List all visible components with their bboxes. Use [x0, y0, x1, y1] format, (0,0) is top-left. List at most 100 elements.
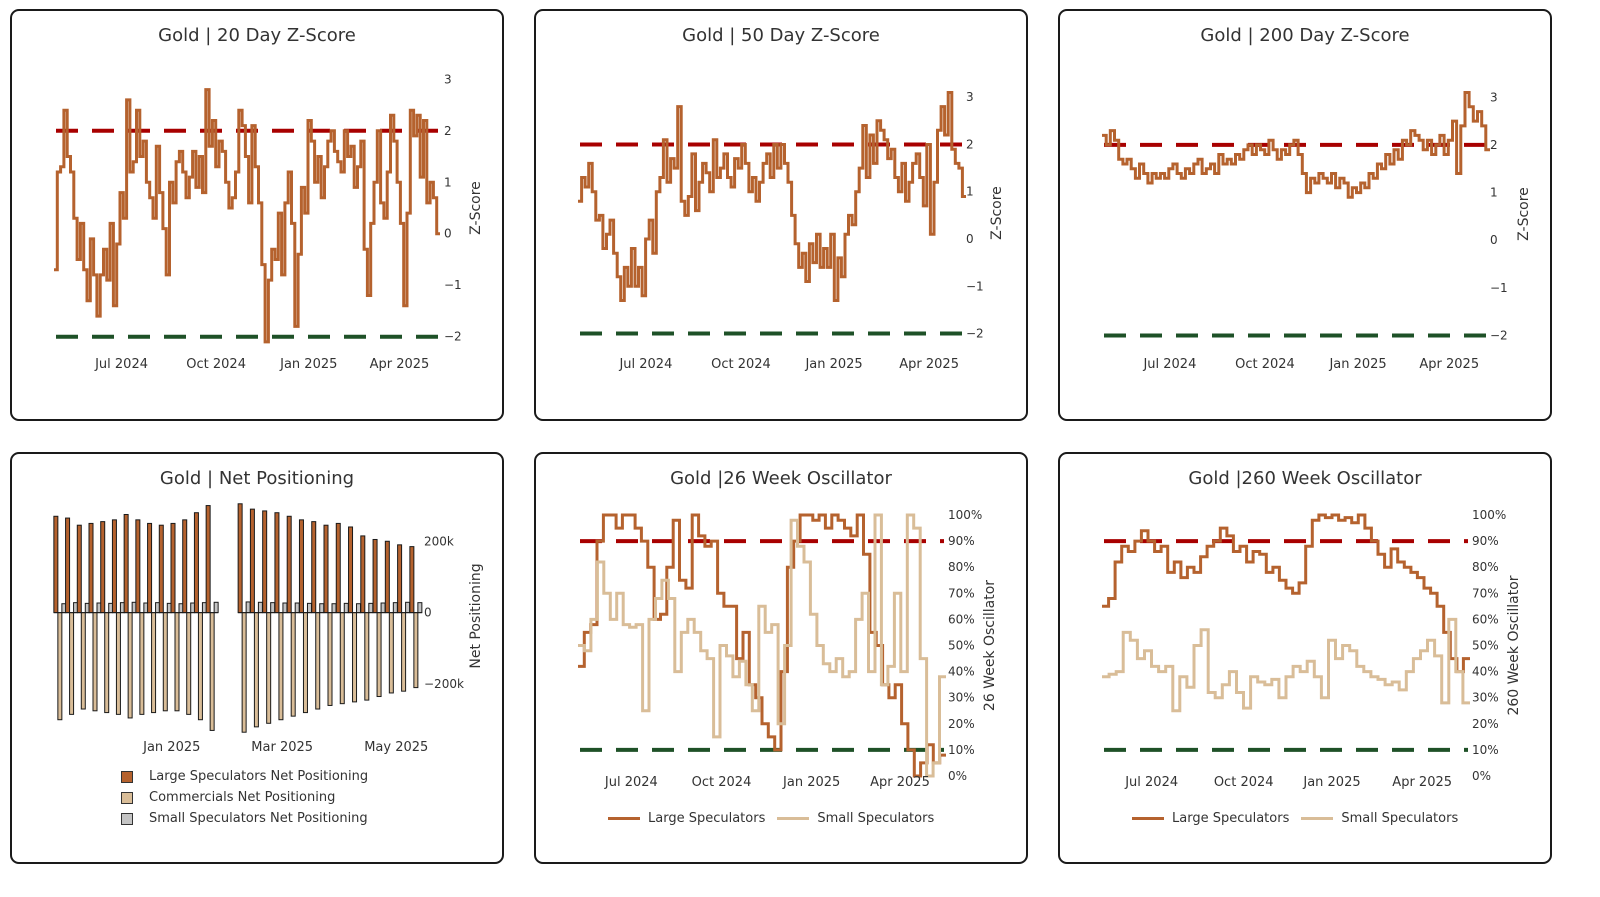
x-tick-label: Jul 2024: [618, 357, 672, 372]
x-tick-label: Jan 2025: [279, 357, 337, 372]
small-speculators-bar: [331, 603, 337, 614]
x-tick-label: Oct 2024: [186, 357, 246, 372]
large-speculators-bar: [372, 538, 378, 614]
y-tick-label: 200k: [424, 534, 454, 548]
commercials-bar: [241, 612, 247, 733]
x-tick-label: Oct 2024: [1214, 775, 1274, 790]
y-tick-label: 0: [424, 606, 432, 620]
y-tick-label: 1: [1490, 186, 1498, 200]
large-speculators-bar: [158, 524, 164, 614]
chart-title-net: Gold | Net Positioning: [159, 468, 355, 489]
y-tick-label: −1: [444, 278, 462, 292]
y-tick-label: 2: [444, 124, 452, 138]
commercials-bar: [315, 612, 321, 710]
large-speculators-bar: [182, 519, 188, 614]
y-tick-label: 50%: [948, 639, 975, 653]
y-axis-label: Net Positioning: [468, 563, 484, 668]
panel-osc260: Gold |260 Week Oscillator 100% 90% 80% 70% 6…: [1058, 452, 1552, 864]
large-speculators-bar: [123, 513, 129, 614]
y-tick-label: 90%: [948, 534, 975, 548]
commercials-bar: [162, 612, 168, 712]
small-speculators-bar: [294, 602, 300, 614]
x-tick-label: Jul 2024: [604, 775, 658, 790]
zscore-line: [578, 91, 966, 302]
small-speculators-bar: [356, 603, 362, 614]
large-speculators-bar: [384, 540, 390, 614]
large-speculators-bar: [298, 519, 304, 614]
large-speculators-bar: [360, 535, 366, 614]
commercials-bar: [253, 612, 259, 728]
legend-item-large: Large Speculators: [1132, 811, 1289, 826]
legend-label-large: Large Speculators: [648, 811, 766, 826]
large-speculators-bar: [170, 522, 176, 614]
legend-label-small: Small Speculators: [817, 811, 935, 826]
large-speculators-bar: [274, 512, 280, 614]
y-tick-label: 100%: [1472, 508, 1506, 522]
large-speculators-bar: [65, 517, 71, 614]
chart-z20: 3 2 1 0 −1 −2 Jul 2024 Oct 2024 Jan 2025 Apr 2025…: [54, 72, 484, 372]
x-tick-label: Jul 2024: [1142, 357, 1196, 372]
y-tick-label: 0%: [1472, 769, 1491, 783]
y-tick-label: 60%: [948, 612, 975, 626]
y-tick-label: 1: [444, 175, 452, 189]
y-tick-label: −2: [444, 330, 462, 344]
commercials-bar: [302, 612, 308, 714]
legend-item-commercials: Commercials Net Positioning: [121, 787, 368, 808]
y-tick-label: 1: [966, 185, 974, 199]
small-speculators-bar: [213, 601, 219, 614]
x-tick-label: Jan 2025: [782, 775, 840, 790]
y-tick-label: −200k: [424, 677, 464, 691]
y-tick-label: −2: [1490, 328, 1508, 342]
large-speculators-bar: [76, 524, 82, 614]
legend-osc260: Large Speculators Small Speculators: [1132, 811, 1470, 826]
y-tick-label: 60%: [1472, 612, 1499, 626]
x-tick-label: May 2025: [364, 740, 428, 755]
legend-label-large: Large Speculators Net Positioning: [149, 769, 369, 784]
small-speculators-bar: [405, 601, 411, 614]
large-speculators-bar: [262, 510, 268, 614]
y-tick-label: 70%: [1472, 586, 1499, 600]
chart-net: 200k 0 −200k Jan 2025 Mar 2025 May 2025 Net Po…: [53, 503, 484, 755]
chart-title-osc26: Gold |26 Week Oscillator: [670, 468, 892, 489]
y-tick-label: 80%: [1472, 560, 1499, 574]
small-speculators-bar: [245, 601, 251, 614]
x-tick-label: Jan 2025: [1328, 357, 1386, 372]
commercials-bar: [352, 612, 358, 703]
y-tick-label: 3: [966, 90, 974, 104]
commercials-bar: [413, 612, 419, 689]
small-speculators-bar: [343, 602, 349, 614]
legend-item-small: Small Speculators Net Positioning: [121, 808, 368, 829]
legend-label-commercials: Commercials Net Positioning: [149, 790, 336, 805]
large-speculators-bar: [249, 508, 255, 614]
large-speculators-bar: [100, 521, 106, 614]
commercials-bar: [388, 612, 394, 694]
y-tick-label: −1: [966, 279, 984, 293]
commercials-bar: [290, 612, 296, 717]
x-tick-label: Apr 2025: [1419, 357, 1479, 372]
small-speculators-bar: [368, 602, 374, 614]
y-tick-label: 0%: [948, 769, 967, 783]
legend-osc26: Large Speculators Small Speculators: [608, 811, 946, 826]
commercials-bar: [127, 612, 133, 719]
large-speculators-bar: [397, 544, 403, 614]
y-tick-label: 20%: [948, 717, 975, 731]
large-speculators-bar: [311, 521, 317, 614]
chart-osc260: 100% 90% 80% 70% 60% 50% 40% 30% 20% 10% 0% Jul 202…: [1102, 508, 1522, 790]
commercials-bar: [197, 612, 203, 721]
large-speculators-line: [578, 513, 946, 778]
y-axis-label: Z-Score: [989, 186, 1005, 240]
commercials-bar: [339, 612, 345, 705]
x-tick-label: Oct 2024: [711, 357, 771, 372]
y-tick-label: 80%: [948, 560, 975, 574]
y-tick-label: 3: [444, 72, 452, 86]
commercials-bar: [327, 612, 333, 706]
large-speculators-bar: [323, 524, 329, 614]
y-tick-label: 10%: [948, 743, 975, 757]
large-speculators-bar: [111, 519, 117, 614]
x-tick-label: Oct 2024: [692, 775, 752, 790]
chart-z200: 3 2 1 0 −1 −2 Jul 2024 Oct 2024 Jan 2025 Apr 2025…: [1102, 90, 1532, 372]
x-tick-label: Jul 2024: [94, 357, 148, 372]
small-speculators-bar: [417, 602, 423, 614]
chart-title-z20: Gold | 20 Day Z-Score: [158, 25, 356, 46]
small-speculators-bar: [257, 601, 263, 614]
